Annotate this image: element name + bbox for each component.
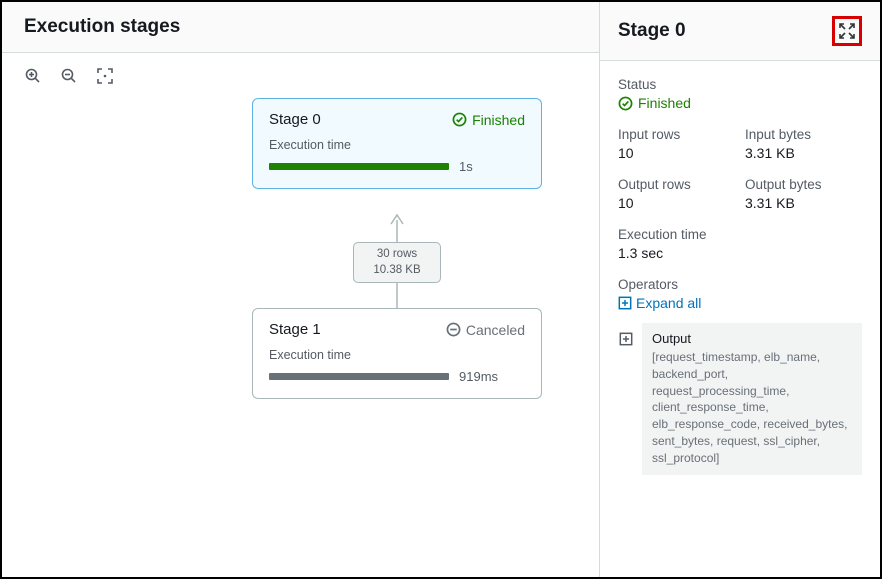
expand-icon: [839, 23, 855, 39]
stage-status: Finished: [452, 112, 525, 128]
progress-bar: [269, 163, 449, 170]
fullscreen-button[interactable]: [832, 16, 862, 46]
operator-detail: [request_timestamp, elb_name, backend_po…: [652, 349, 852, 467]
exec-time-value: 1s: [459, 159, 473, 174]
progress-row: 919ms: [269, 369, 525, 384]
input-rows-block: Input rows 10: [618, 127, 735, 161]
exec-time-label: Execution time: [269, 348, 525, 362]
zoom-out-icon[interactable]: [60, 67, 78, 85]
io-grid: Input rows 10 Input bytes 3.31 KB Output…: [618, 127, 862, 211]
left-title: Execution stages: [24, 16, 577, 38]
operator-row: Output [request_timestamp, elb_name, bac…: [618, 323, 862, 475]
expand-all-button[interactable]: Expand all: [618, 295, 862, 311]
status-value: Finished: [618, 95, 862, 111]
input-bytes-block: Input bytes 3.31 KB: [745, 127, 862, 161]
execution-stages-panel: Execution stages Stage 0: [2, 2, 600, 577]
exec-time-value: 919ms: [459, 369, 498, 384]
stage-card-header: Stage 1 Canceled: [269, 321, 525, 338]
operators-block: Operators Expand all Output [request: [618, 277, 862, 475]
detail-title: Stage 0: [618, 20, 686, 42]
operator-toggle[interactable]: [618, 331, 634, 347]
status-label: Status: [618, 77, 862, 92]
stage-detail-panel: Stage 0 Status Finished Input rows: [600, 2, 880, 577]
edge-label: 30 rows 10.38 KB: [353, 242, 441, 283]
stage-card-header: Stage 0 Finished: [269, 111, 525, 128]
exec-time-block: Execution time 1.3 sec: [618, 227, 862, 261]
output-bytes-block: Output bytes 3.31 KB: [745, 177, 862, 211]
check-circle-icon: [618, 96, 633, 111]
exec-time-label: Execution time: [269, 138, 525, 152]
edge-bytes: 10.38 KB: [359, 263, 435, 279]
plus-square-icon: [619, 332, 633, 346]
left-header: Execution stages: [2, 2, 599, 53]
operator-box[interactable]: Output [request_timestamp, elb_name, bac…: [642, 323, 862, 475]
stage-name: Stage 0: [269, 111, 321, 128]
operator-title: Output: [652, 331, 852, 346]
progress-bar: [269, 373, 449, 380]
check-circle-icon: [452, 112, 467, 127]
minus-circle-icon: [446, 322, 461, 337]
status-block: Status Finished: [618, 77, 862, 111]
detail-body: Status Finished Input rows 10 Input byte…: [600, 61, 880, 507]
stage-card-0[interactable]: Stage 0 Finished Execution time 1s: [252, 98, 542, 189]
stage-status: Canceled: [446, 322, 525, 338]
output-rows-block: Output rows 10: [618, 177, 735, 211]
expand-all-icon: [618, 296, 632, 310]
right-header: Stage 0: [600, 2, 880, 61]
fit-icon[interactable]: [96, 67, 114, 85]
zoom-in-icon[interactable]: [24, 67, 42, 85]
stage-name: Stage 1: [269, 321, 321, 338]
graph-toolbar: [2, 53, 599, 93]
edge-rows: 30 rows: [359, 247, 435, 263]
graph-area: Stage 0 Finished Execution time 1s: [2, 93, 599, 577]
stage-card-1[interactable]: Stage 1 Canceled Execution time 919ms: [252, 308, 542, 399]
progress-row: 1s: [269, 159, 525, 174]
